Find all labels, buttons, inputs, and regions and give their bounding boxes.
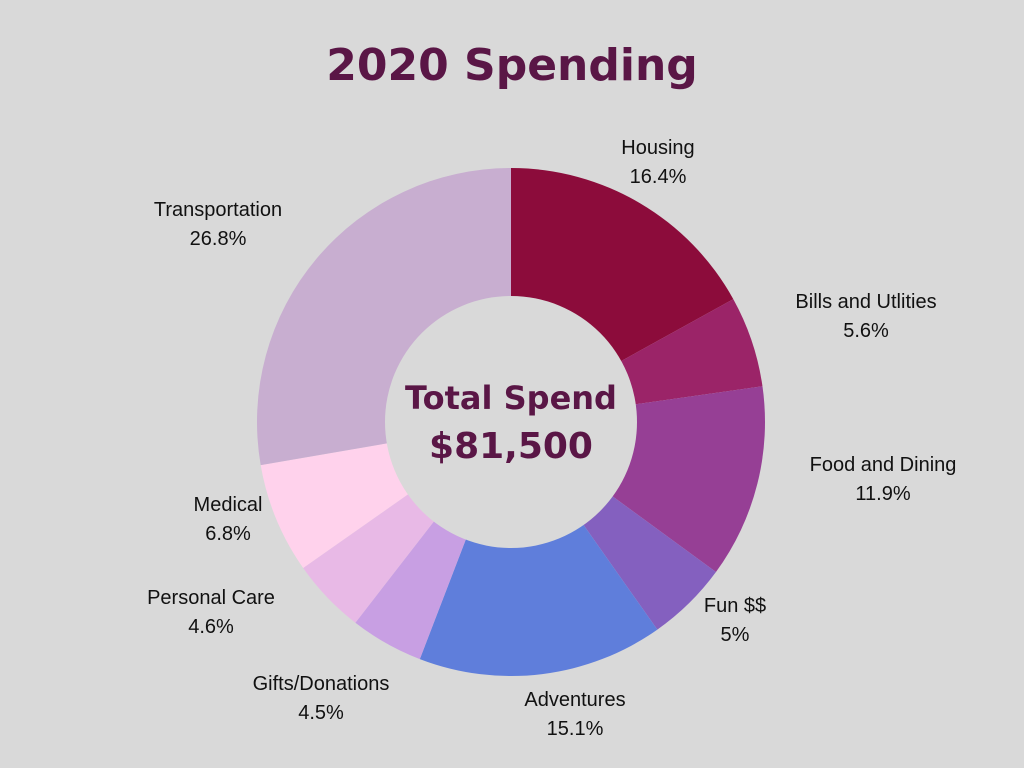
- labels-group: Housing 16.4% Bills and Utlities 5.6% Food a…: [147, 137, 956, 740]
- slice-label: Transportation: [154, 199, 282, 221]
- center-value: $81,500: [429, 426, 593, 467]
- slice-value-label: 5.6%: [843, 320, 889, 342]
- slice-value-label: 6.8%: [205, 523, 251, 545]
- slice-value-label: 11.9%: [855, 483, 910, 505]
- slice-value-label: 26.8%: [190, 228, 247, 250]
- slice-value-label: 4.5%: [298, 702, 344, 724]
- slice-label: Gifts/Donations: [253, 673, 390, 695]
- slice-value-label: 15.1%: [547, 718, 604, 740]
- slice-value-label: 16.4%: [630, 166, 687, 188]
- slice-label: Fun $$: [704, 595, 766, 617]
- slice-label: Housing: [621, 137, 694, 159]
- donut-hole: [385, 296, 637, 548]
- chart-title: 2020 Spending: [326, 40, 698, 91]
- slice-label: Adventures: [524, 689, 625, 711]
- slice-adventures: [419, 422, 658, 676]
- slice-label: Personal Care: [147, 587, 275, 609]
- slice-label: Medical: [194, 494, 263, 516]
- slice-value-label: 5%: [721, 624, 750, 646]
- slice-label: Food and Dining: [810, 454, 957, 476]
- center-label: Total Spend: [405, 379, 617, 417]
- slice-label: Bills and Utlities: [795, 291, 936, 313]
- slice-value-label: 4.6%: [188, 616, 234, 638]
